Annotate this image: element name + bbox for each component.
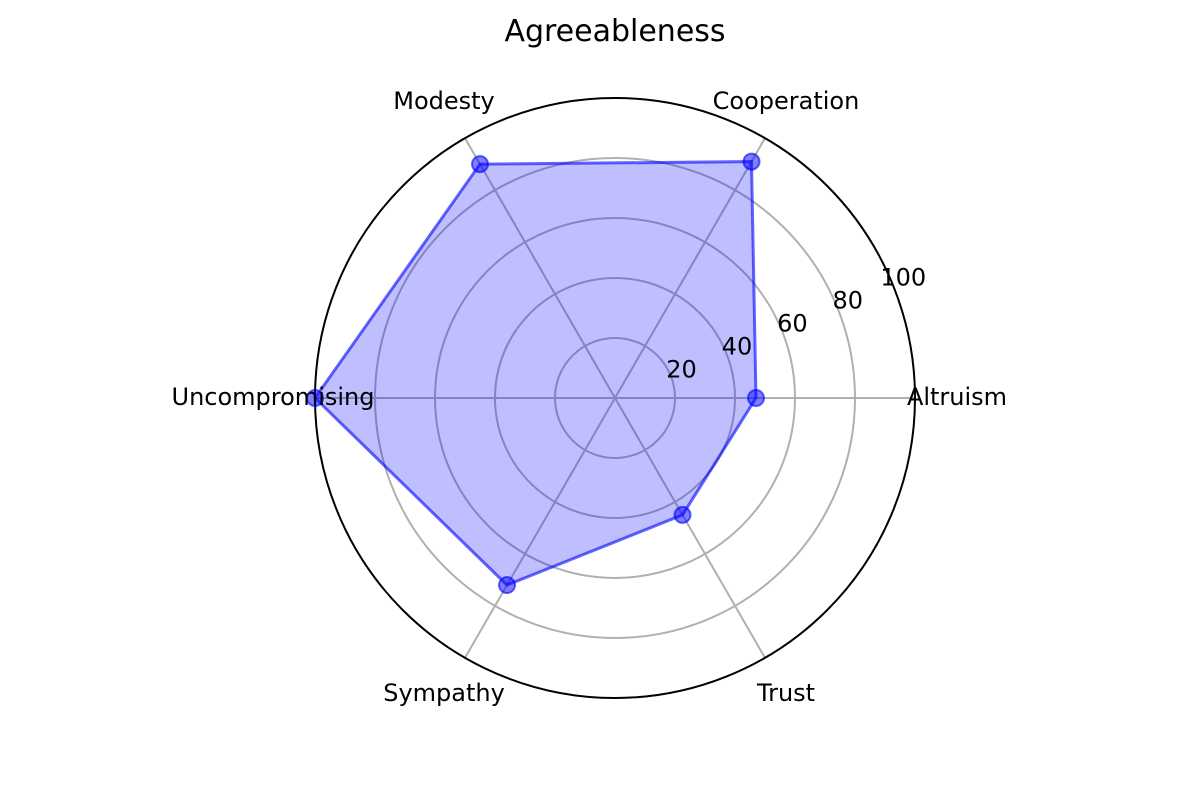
category-label: Cooperation — [713, 87, 860, 115]
r-tick-label: 60 — [777, 310, 808, 338]
spoke-line — [614, 137, 766, 399]
category-label: Trust — [756, 679, 815, 707]
grid-ring — [434, 217, 796, 579]
r-tick-label: 40 — [722, 332, 753, 360]
spoke-line — [464, 397, 616, 659]
data-point — [673, 505, 692, 524]
grid-ring — [374, 157, 856, 639]
grid-ring — [554, 337, 676, 459]
category-label: Uncompromising — [172, 383, 375, 411]
category-label: Modesty — [393, 87, 495, 115]
category-label: Sympathy — [383, 679, 505, 707]
category-label: Altruism — [907, 383, 1007, 411]
data-point — [498, 576, 516, 595]
data-point — [742, 152, 761, 171]
grid-ring — [494, 277, 736, 519]
chart-title: Agreeableness — [504, 14, 726, 49]
spoke-line — [614, 397, 766, 659]
r-tick-label: 100 — [880, 264, 926, 292]
r-tick-label: 20 — [666, 355, 697, 383]
spoke-line — [464, 137, 616, 399]
r-tick-label: 80 — [833, 287, 864, 315]
data-point — [747, 389, 765, 407]
data-point — [306, 389, 324, 407]
data-point — [471, 155, 489, 174]
